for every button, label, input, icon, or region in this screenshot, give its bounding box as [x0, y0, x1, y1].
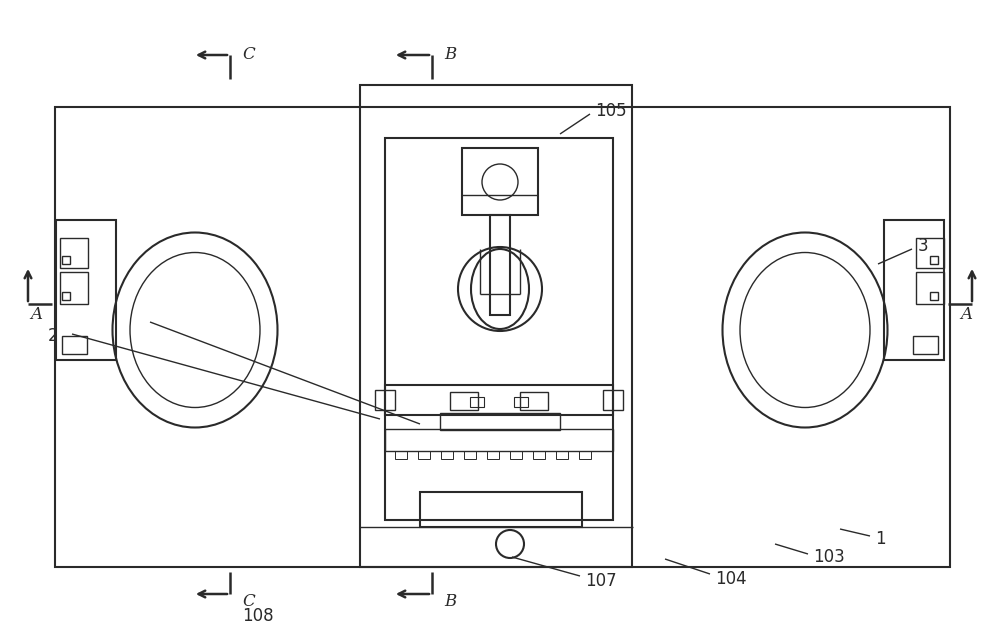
Text: C: C: [242, 594, 255, 611]
Bar: [930, 292, 938, 300]
Text: C: C: [242, 46, 255, 62]
Bar: [913, 336, 938, 354]
Bar: [375, 390, 395, 410]
Bar: [916, 272, 944, 304]
Bar: [60, 238, 88, 268]
Bar: [62, 256, 70, 264]
Bar: [360, 85, 632, 567]
Text: 105: 105: [595, 102, 627, 120]
Bar: [55, 107, 950, 567]
Bar: [450, 392, 478, 410]
Bar: [440, 413, 560, 430]
Text: B: B: [444, 594, 456, 611]
Bar: [56, 220, 116, 360]
Bar: [490, 215, 510, 315]
Bar: [470, 397, 484, 407]
Bar: [464, 451, 476, 459]
Bar: [579, 451, 591, 459]
Bar: [385, 429, 613, 451]
Text: 2: 2: [48, 327, 59, 345]
Text: 107: 107: [585, 572, 617, 590]
Bar: [533, 451, 545, 459]
Text: B: B: [444, 46, 456, 62]
Bar: [62, 336, 87, 354]
Text: 103: 103: [813, 548, 845, 566]
Bar: [930, 256, 938, 264]
Bar: [514, 397, 528, 407]
Bar: [916, 238, 944, 268]
Bar: [420, 492, 582, 527]
Bar: [487, 451, 499, 459]
Text: A: A: [30, 305, 42, 323]
Bar: [385, 385, 613, 415]
Text: 1: 1: [875, 530, 886, 548]
Bar: [60, 272, 88, 304]
Text: 104: 104: [715, 570, 747, 588]
Text: 108: 108: [242, 607, 274, 625]
Bar: [62, 292, 70, 300]
Bar: [395, 451, 407, 459]
Bar: [556, 451, 568, 459]
Text: A: A: [960, 305, 972, 323]
Bar: [603, 390, 623, 410]
Bar: [385, 138, 613, 520]
Text: 3: 3: [918, 237, 929, 255]
Bar: [418, 451, 430, 459]
Bar: [520, 392, 548, 410]
Bar: [884, 220, 944, 360]
Bar: [462, 148, 538, 215]
Bar: [441, 451, 453, 459]
Bar: [510, 451, 522, 459]
